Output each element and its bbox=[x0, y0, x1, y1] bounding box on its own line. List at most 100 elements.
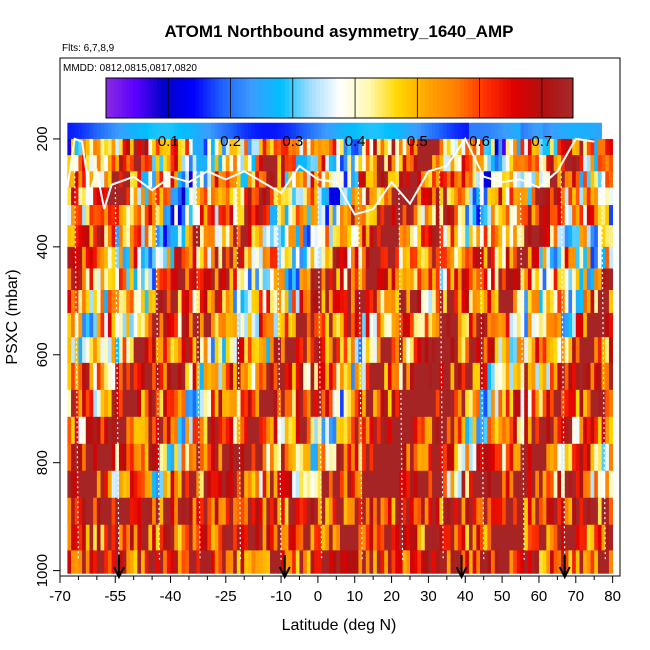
heat-cell bbox=[421, 268, 426, 291]
heat-cell bbox=[115, 122, 120, 140]
heat-cell bbox=[347, 443, 352, 472]
colorbar-segment bbox=[362, 78, 368, 118]
colorbar-segment bbox=[288, 78, 294, 118]
heat-cell bbox=[432, 155, 437, 172]
colorbar-segment bbox=[378, 78, 383, 118]
tropopause-lines bbox=[66, 136, 606, 560]
heat-cell bbox=[258, 416, 264, 445]
heat-cell bbox=[196, 187, 201, 206]
heat-cell bbox=[531, 290, 536, 314]
heat-cell bbox=[395, 268, 400, 291]
heat-cell bbox=[369, 225, 374, 248]
heat-cell bbox=[402, 470, 407, 499]
heat-cell bbox=[306, 337, 311, 364]
heat-cell bbox=[513, 290, 518, 314]
heat-cell bbox=[439, 171, 444, 188]
heat-cell bbox=[192, 187, 197, 206]
colorbar-segment bbox=[386, 78, 391, 118]
heat-cell bbox=[71, 205, 76, 226]
heat-cell bbox=[148, 470, 153, 499]
heat-cell bbox=[122, 416, 127, 445]
heat-cell bbox=[575, 337, 580, 364]
heat-cell bbox=[575, 171, 580, 188]
heat-cell bbox=[531, 362, 536, 391]
heat-cell bbox=[67, 524, 72, 551]
heat-cell bbox=[240, 225, 245, 248]
heat-cell bbox=[553, 246, 558, 269]
colorbar-segment bbox=[514, 78, 519, 118]
x-tick-label: -40 bbox=[160, 588, 182, 605]
heat-cell bbox=[476, 470, 481, 499]
colorbar-segment bbox=[530, 78, 535, 118]
heat-cell bbox=[376, 524, 381, 551]
heat-cell bbox=[476, 416, 481, 445]
heat-cell bbox=[435, 416, 440, 445]
heat-cell bbox=[480, 497, 485, 526]
heat-cell bbox=[402, 171, 407, 188]
heat-cell bbox=[258, 497, 264, 526]
heat-cell bbox=[141, 205, 146, 226]
colorbar-segment bbox=[413, 78, 418, 118]
heat-cell bbox=[457, 268, 462, 291]
heat-cell bbox=[505, 155, 510, 172]
heat-cell bbox=[465, 290, 470, 314]
heat-cell bbox=[340, 290, 345, 314]
heat-cell bbox=[454, 205, 459, 226]
heat-cell bbox=[590, 524, 595, 551]
colorbar-segment bbox=[518, 78, 523, 118]
heat-cell bbox=[340, 416, 345, 445]
profile-dotted-line bbox=[155, 192, 161, 560]
heat-cell bbox=[387, 225, 392, 248]
heat-cell bbox=[590, 389, 595, 418]
heat-cell bbox=[387, 337, 392, 364]
heat-cell bbox=[468, 443, 474, 472]
heat-cell bbox=[428, 246, 433, 269]
heat-cell bbox=[96, 550, 101, 574]
heat-cell bbox=[148, 337, 153, 364]
heat-cell bbox=[255, 187, 260, 206]
heat-cell bbox=[369, 246, 374, 269]
heat-cell bbox=[465, 362, 470, 391]
heat-cell bbox=[177, 225, 182, 248]
heat-cell bbox=[586, 290, 591, 314]
heat-cell bbox=[468, 362, 474, 391]
heat-cell bbox=[270, 362, 275, 391]
heat-cell bbox=[509, 497, 514, 526]
heat-cell bbox=[590, 290, 595, 314]
heat-cell bbox=[188, 389, 194, 418]
heat-cell bbox=[93, 550, 98, 574]
heat-cell bbox=[395, 246, 400, 269]
heat-cell bbox=[608, 290, 614, 314]
heat-cell bbox=[96, 138, 101, 156]
heat-cell bbox=[174, 497, 179, 526]
heat-cell bbox=[487, 187, 492, 206]
heat-cell bbox=[586, 470, 591, 499]
heat-cell bbox=[457, 416, 462, 445]
heat-cell bbox=[594, 312, 599, 338]
heat-cell bbox=[402, 205, 407, 226]
heat-cell bbox=[457, 225, 462, 248]
heat-cell bbox=[601, 312, 606, 338]
heat-cell bbox=[328, 443, 334, 472]
heat-cell bbox=[166, 497, 171, 526]
heat-cell bbox=[155, 290, 160, 314]
heat-cell bbox=[284, 290, 289, 314]
heat-cell bbox=[170, 312, 175, 338]
heat-cell bbox=[181, 122, 186, 140]
heat-cell bbox=[328, 138, 334, 156]
heat-cell bbox=[605, 550, 610, 574]
heat-cell bbox=[93, 337, 98, 364]
heat-cell bbox=[93, 524, 98, 551]
heat-cell bbox=[148, 171, 153, 188]
heat-cell bbox=[384, 312, 389, 338]
heat-cell bbox=[568, 290, 573, 314]
heat-cell bbox=[376, 246, 381, 269]
heat-cell bbox=[93, 205, 98, 226]
heat-cell bbox=[148, 389, 153, 418]
heat-cell bbox=[340, 155, 345, 172]
heat-cell bbox=[369, 416, 374, 445]
heat-cell bbox=[152, 416, 157, 445]
heat-cell bbox=[306, 524, 311, 551]
heat-cell bbox=[439, 205, 444, 226]
heat-cell bbox=[601, 416, 606, 445]
